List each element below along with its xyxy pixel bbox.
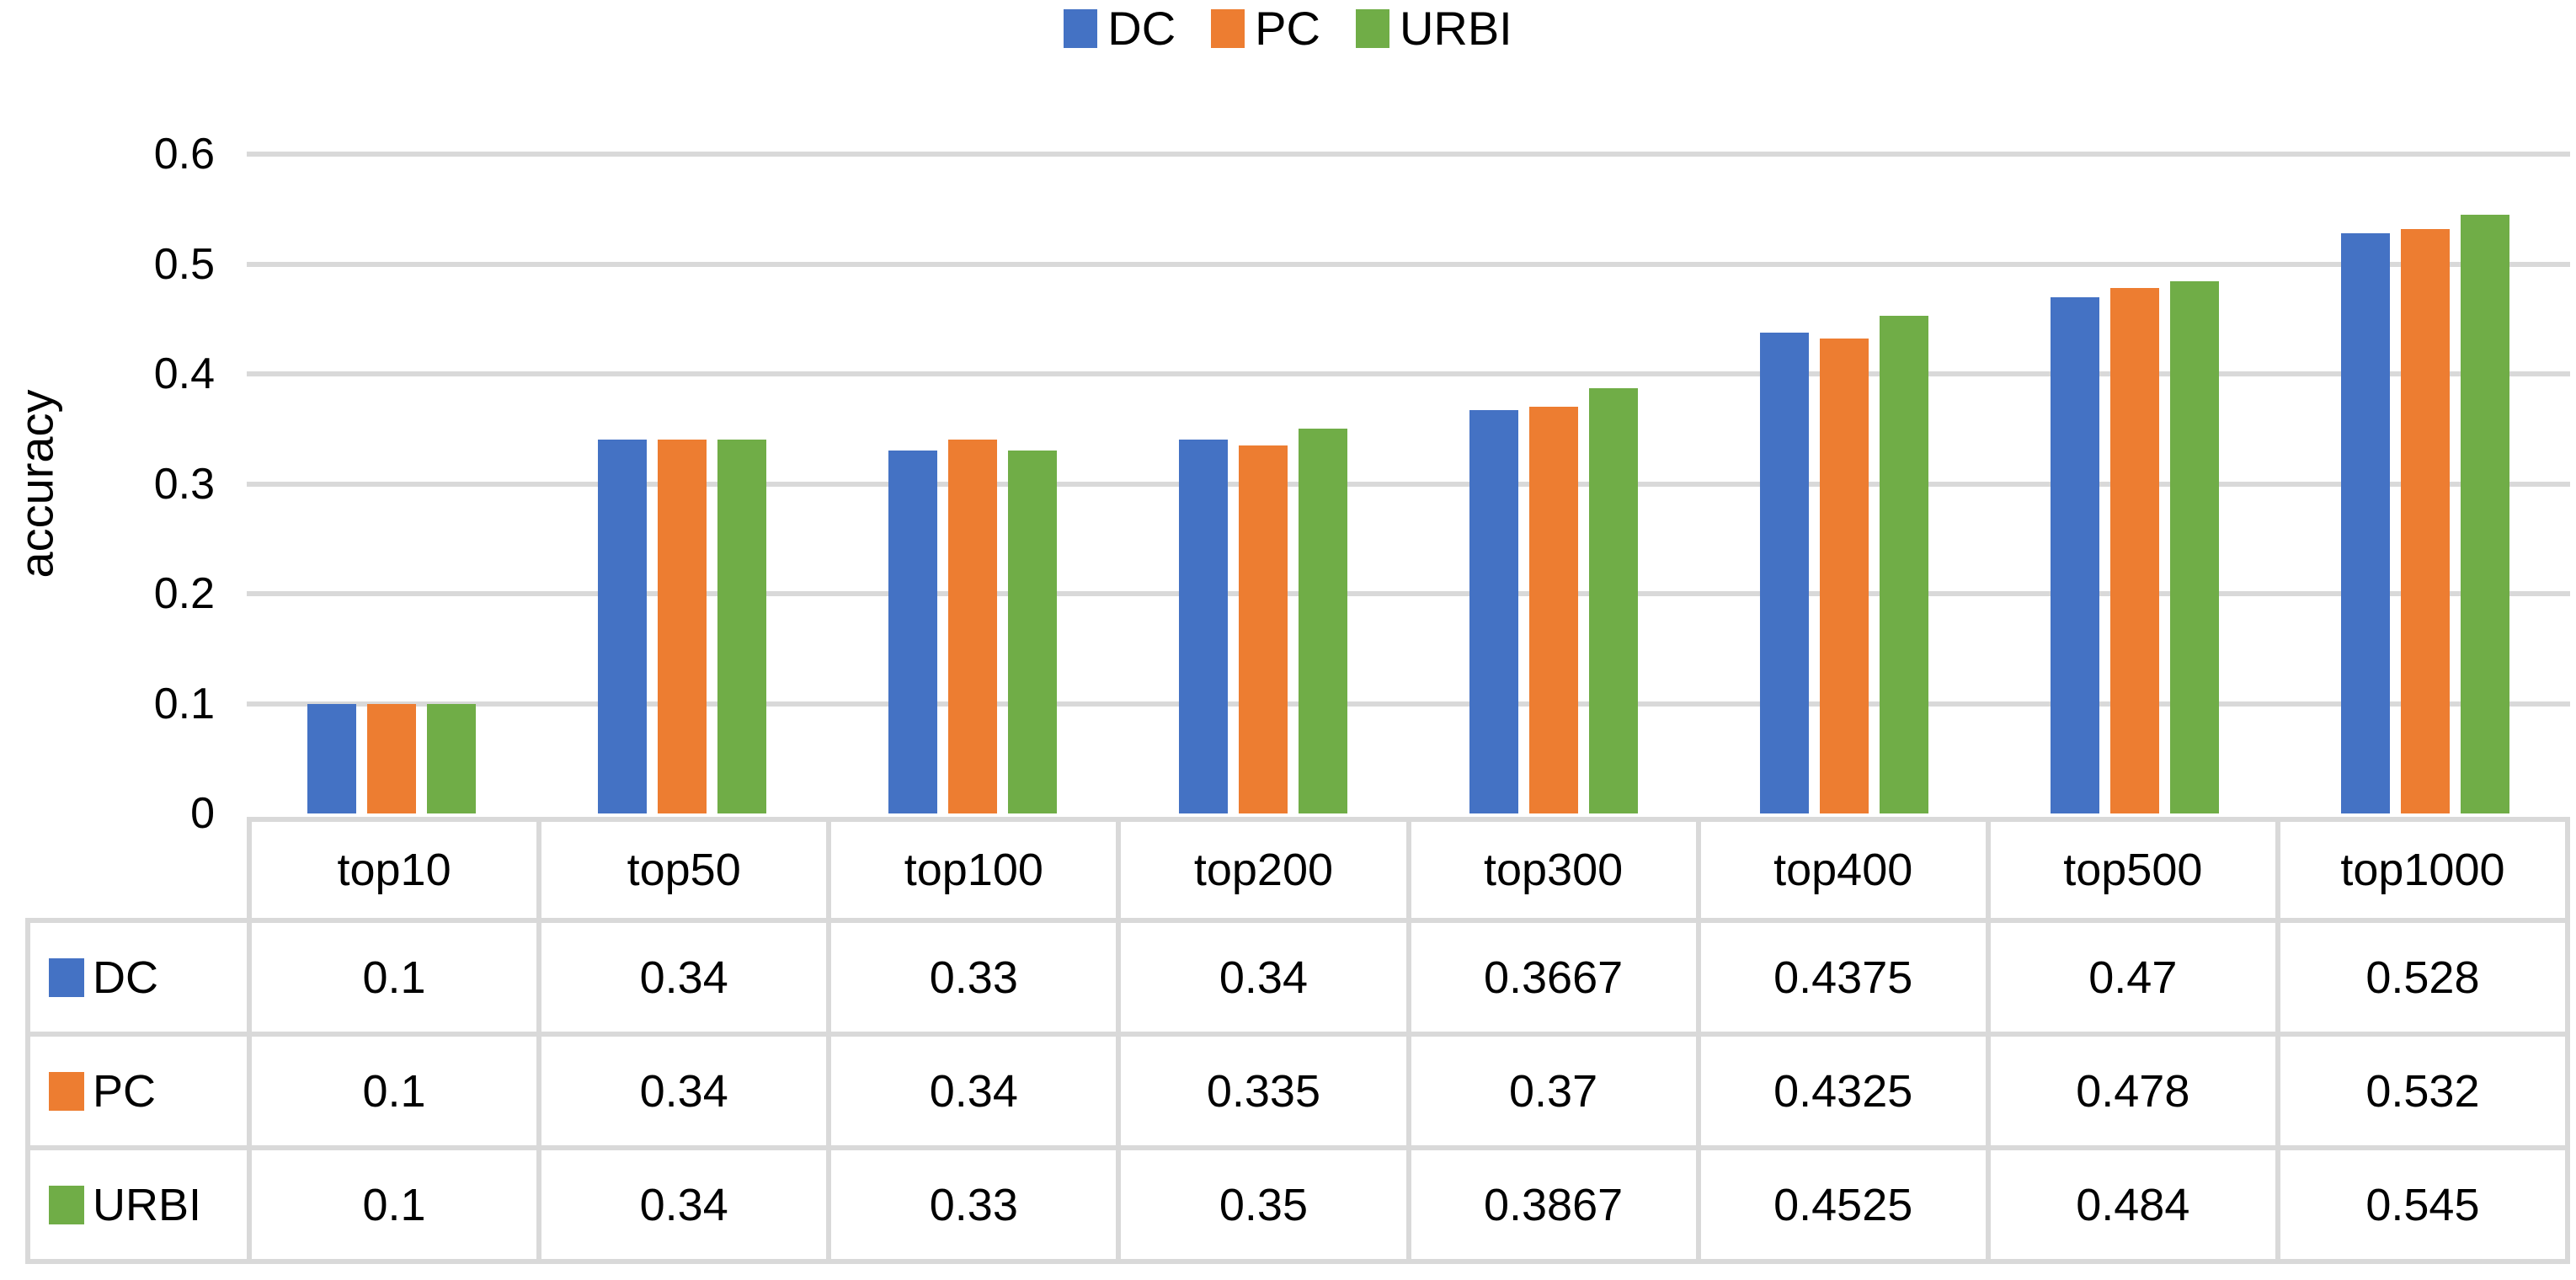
y-tick-label: 0.2	[153, 569, 215, 618]
y-tick-label: 0.6	[153, 130, 215, 179]
bar-dc-top100	[888, 451, 938, 813]
legend-item-dc: DC	[1064, 5, 1176, 52]
bar-pc-top500	[2109, 288, 2159, 813]
column-header-top200: top200	[1116, 817, 1411, 923]
series-key-icon	[49, 957, 84, 997]
value-cell-pc-top10: 0.1	[246, 1032, 542, 1150]
column-header-top300: top300	[1405, 817, 1701, 923]
data-table: top10 top50 top100 top200 top300 top400 top500…	[25, 817, 2571, 1264]
series-key-icon	[49, 1185, 84, 1224]
bar-dc-top400	[1759, 333, 1809, 813]
bar-pc-top400	[1819, 338, 1869, 813]
legend-label: URBI	[1399, 2, 1512, 55]
bar-pc-top300	[1528, 407, 1578, 813]
value-cell-dc-top400: 0.4375	[1695, 918, 1991, 1037]
gridline	[247, 371, 2570, 376]
legend-label: DC	[1107, 2, 1176, 55]
bar-dc-top1000	[2340, 232, 2390, 813]
gridline	[247, 481, 2570, 487]
legend-key-icon	[1064, 9, 1098, 48]
value-cell-urbi-top200: 0.35	[1116, 1145, 1411, 1264]
gridline	[247, 152, 2570, 157]
row-label-pc: PC	[25, 1032, 252, 1150]
legend-item-pc: PC	[1211, 5, 1320, 52]
series-key-icon	[49, 1071, 84, 1111]
value-cell-dc-top100: 0.33	[826, 918, 1122, 1037]
value-cell-urbi-top50: 0.34	[536, 1145, 832, 1264]
bar-dc-top50	[598, 440, 648, 813]
table-corner-blank-cell	[28, 819, 249, 920]
bar-dc-top200	[1179, 440, 1229, 813]
value-cell-pc-top1000: 0.532	[2275, 1032, 2571, 1150]
bar-urbi-top200	[1299, 429, 1348, 813]
bar-dc-top10	[307, 703, 357, 813]
value-cell-dc-top1000: 0.528	[2275, 918, 2571, 1037]
y-tick-label: 0.1	[153, 679, 215, 728]
gridline	[247, 591, 2570, 596]
row-label-dc: DC	[25, 918, 252, 1037]
value-cell-dc-top10: 0.1	[246, 918, 542, 1037]
bar-urbi-top10	[427, 703, 477, 813]
value-cell-urbi-top100: 0.33	[826, 1145, 1122, 1264]
value-cell-urbi-top400: 0.4525	[1695, 1145, 1991, 1264]
column-header-top400: top400	[1695, 817, 1991, 923]
bar-urbi-top50	[717, 440, 767, 813]
series-name: DC	[93, 952, 158, 1003]
bar-pc-top100	[948, 440, 998, 813]
column-header-top10: top10	[246, 817, 542, 923]
table-row-urbi: URBI 0.1 0.34 0.33 0.35 0.3867 0.4525 0.484 0.54…	[25, 1145, 2571, 1264]
series-name: URBI	[93, 1179, 202, 1230]
legend-key-icon	[1355, 9, 1389, 48]
table-row-pc: PC 0.1 0.34 0.34 0.335 0.37 0.4325 0.478 0.532	[25, 1032, 2571, 1150]
gridline	[247, 261, 2570, 267]
legend-key-icon	[1211, 9, 1245, 48]
value-cell-pc-top100: 0.34	[826, 1032, 1122, 1150]
bar-urbi-top400	[1879, 316, 1928, 813]
value-cell-urbi-top300: 0.3867	[1405, 1145, 1701, 1264]
value-cell-dc-top50: 0.34	[536, 918, 832, 1037]
legend-item-urbi: URBI	[1355, 2, 1512, 55]
column-header-top100: top100	[826, 817, 1122, 923]
value-cell-dc-top500: 0.47	[1985, 918, 2280, 1037]
value-cell-dc-top300: 0.3667	[1405, 918, 1701, 1037]
column-header-top50: top50	[536, 817, 832, 923]
value-cell-pc-top200: 0.335	[1116, 1032, 1411, 1150]
column-header-top500: top500	[1985, 817, 2280, 923]
bar-pc-top50	[658, 440, 707, 813]
bar-urbi-top500	[2169, 281, 2219, 813]
legend-label: PC	[1255, 2, 1320, 55]
value-cell-dc-top200: 0.34	[1116, 918, 1411, 1037]
bar-urbi-top300	[1588, 388, 1638, 813]
value-cell-pc-top300: 0.37	[1405, 1032, 1701, 1150]
y-tick-label: 0	[190, 789, 215, 838]
column-header-top1000: top1000	[2275, 817, 2571, 923]
y-tick-label: 0.3	[153, 459, 215, 509]
bar-pc-top10	[367, 703, 417, 813]
gridline	[247, 701, 2570, 707]
value-cell-pc-top500: 0.478	[1985, 1032, 2280, 1150]
bar-pc-top200	[1239, 445, 1288, 813]
series-name: PC	[93, 1065, 157, 1117]
value-cell-pc-top400: 0.4325	[1695, 1032, 1991, 1150]
bar-pc-top1000	[2400, 228, 2450, 813]
row-label-urbi: URBI	[25, 1145, 252, 1264]
value-cell-urbi-top1000: 0.545	[2275, 1145, 2571, 1264]
chart-legend: DC PC URBI	[0, 5, 2576, 52]
bar-urbi-top1000	[2460, 214, 2509, 813]
bar-urbi-top100	[1008, 451, 1058, 813]
table-header-row: top10 top50 top100 top200 top300 top400 top500…	[28, 817, 2571, 923]
bar-dc-top500	[2050, 296, 2099, 813]
table-row-dc: DC 0.1 0.34 0.33 0.34 0.3667 0.4375 0.47 0.528	[25, 918, 2571, 1037]
value-cell-urbi-top500: 0.484	[1985, 1145, 2280, 1264]
y-tick-label: 0.5	[153, 239, 215, 289]
y-tick-label: 0.4	[153, 349, 215, 398]
value-cell-pc-top50: 0.34	[536, 1032, 832, 1150]
value-cell-urbi-top10: 0.1	[246, 1145, 542, 1264]
bar-dc-top300	[1469, 410, 1518, 813]
